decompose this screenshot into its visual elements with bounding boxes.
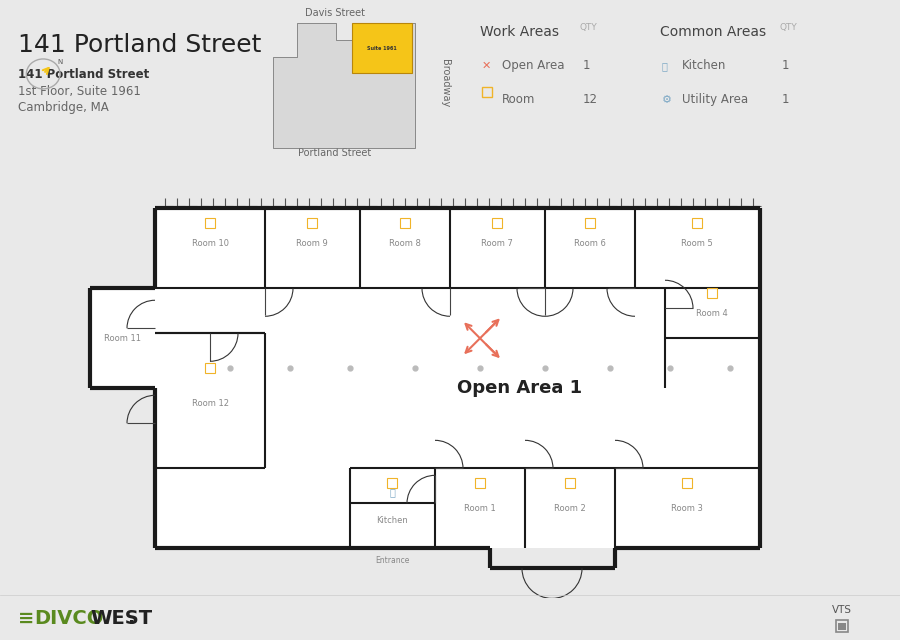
- Polygon shape: [90, 208, 760, 548]
- Text: Room 1: Room 1: [464, 504, 496, 513]
- Text: N: N: [58, 60, 63, 65]
- Text: 12: 12: [583, 93, 598, 106]
- Text: Utility Area: Utility Area: [682, 93, 748, 106]
- Text: 141 Portland Street: 141 Portland Street: [18, 33, 261, 57]
- Text: Portland Street: Portland Street: [299, 148, 372, 158]
- Text: 🍴: 🍴: [662, 61, 668, 71]
- Text: QTY: QTY: [780, 23, 797, 32]
- Text: 🍴: 🍴: [389, 487, 395, 497]
- Text: DIVCO: DIVCO: [34, 609, 104, 628]
- Bar: [400, 218, 410, 228]
- Text: Room 5: Room 5: [681, 239, 713, 248]
- Text: QTY: QTY: [580, 23, 598, 32]
- Text: Room 8: Room 8: [389, 239, 421, 248]
- Bar: [682, 478, 692, 488]
- Text: Common Areas: Common Areas: [660, 25, 766, 39]
- Bar: [707, 288, 717, 298]
- Bar: [205, 218, 215, 228]
- Polygon shape: [274, 23, 415, 148]
- Text: 141 Portland Street: 141 Portland Street: [18, 68, 149, 81]
- Text: Room 10: Room 10: [192, 239, 229, 248]
- Text: Room 9: Room 9: [296, 239, 328, 248]
- Text: Room 3: Room 3: [671, 504, 703, 513]
- Text: ⚙: ⚙: [662, 95, 672, 105]
- Text: Kitchen: Kitchen: [682, 59, 726, 72]
- Text: Work Areas: Work Areas: [480, 25, 559, 39]
- Text: 1: 1: [782, 93, 789, 106]
- Text: .: .: [128, 609, 135, 628]
- Bar: [482, 87, 492, 97]
- Text: Room 7: Room 7: [482, 239, 513, 248]
- Text: Room 4: Room 4: [696, 308, 728, 318]
- Bar: [352, 23, 412, 73]
- Text: Open Area: Open Area: [502, 59, 564, 72]
- Text: Suite 1961: Suite 1961: [367, 45, 397, 51]
- Text: VTS: VTS: [832, 605, 852, 615]
- Text: Entrance: Entrance: [374, 556, 410, 565]
- Text: Davis Street: Davis Street: [305, 8, 365, 18]
- Text: Room 6: Room 6: [574, 239, 606, 248]
- Text: ≡: ≡: [18, 609, 34, 628]
- Bar: [475, 478, 485, 488]
- Bar: [492, 218, 502, 228]
- Text: ✕: ✕: [482, 61, 491, 71]
- Bar: [307, 218, 317, 228]
- Text: 1: 1: [782, 59, 789, 72]
- Bar: [565, 478, 575, 488]
- Text: Open Area 1: Open Area 1: [457, 380, 582, 397]
- Text: WEST: WEST: [90, 609, 152, 628]
- Bar: [585, 218, 595, 228]
- Text: Room 11: Room 11: [104, 334, 140, 343]
- Text: 1st Floor, Suite 1961: 1st Floor, Suite 1961: [18, 85, 141, 98]
- Text: Broadway: Broadway: [440, 59, 450, 108]
- Text: Cambridge, MA: Cambridge, MA: [18, 101, 109, 114]
- Text: Room 2: Room 2: [554, 504, 586, 513]
- Bar: [205, 364, 215, 373]
- Text: 1: 1: [583, 59, 590, 72]
- Text: Room: Room: [502, 93, 536, 106]
- Text: Kitchen: Kitchen: [376, 516, 408, 525]
- Bar: [692, 218, 702, 228]
- Text: Room 12: Room 12: [192, 399, 229, 408]
- Bar: [387, 478, 397, 488]
